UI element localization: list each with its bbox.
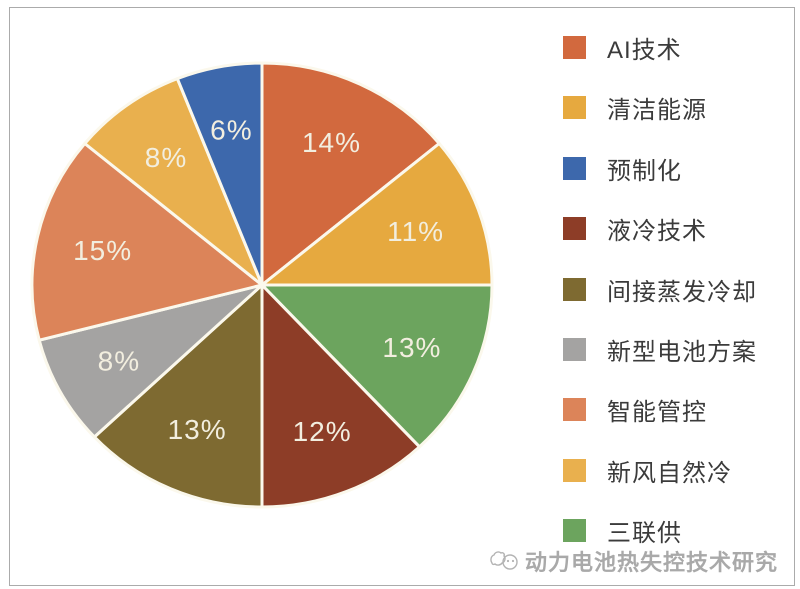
legend-label: 智能管控 (607, 399, 707, 427)
pie-data-label: 13% (168, 414, 227, 445)
legend-swatch (563, 398, 586, 422)
legend-label: 新型电池方案 (607, 338, 757, 366)
legend-swatch (563, 337, 586, 361)
legend-label: 液冷技术 (607, 218, 707, 246)
legend-item: 新型电池方案 (563, 332, 778, 367)
legend-label: 新风自然冷 (607, 459, 732, 487)
pie-data-label: 8% (98, 345, 140, 376)
legend-item: 智能管控 (563, 392, 778, 427)
legend-swatch (563, 277, 586, 301)
legend-item: AI技术 (563, 30, 778, 65)
pie-slice (37, 283, 264, 439)
pie-chart: 14% 11% 13% 12% 13% 8% 15% 8% 6% (30, 61, 494, 509)
legend-label: AI技术 (607, 37, 682, 64)
pie-slice (260, 61, 441, 287)
pie-slice (83, 77, 264, 287)
pie-data-label: 11% (387, 216, 444, 247)
pie-slice (260, 283, 494, 449)
legend-item: 间接蒸发冷却 (563, 272, 778, 307)
pie-slice (175, 61, 264, 287)
pie-data-label: 8% (145, 142, 187, 173)
pie-data-label: 15% (73, 235, 132, 266)
legend-swatch (563, 156, 586, 180)
pie-data-label: 6% (210, 115, 252, 146)
pie-slice (92, 283, 264, 509)
pie-data-label: 14% (302, 127, 361, 158)
legend-label: 间接蒸发冷却 (607, 278, 757, 306)
legend-item: 清洁能源 (563, 90, 778, 125)
legend-swatch (563, 519, 586, 542)
legend-item: 液冷技术 (563, 211, 778, 246)
legend-label: 清洁能源 (607, 97, 707, 125)
legend-swatch (563, 217, 586, 241)
pie-data-label: 12% (293, 416, 352, 447)
legend-item: 新风自然冷 (563, 453, 778, 488)
legend-item: 预制化 (563, 151, 778, 186)
pie-slice (260, 141, 494, 287)
legend-item: 三联供 (563, 513, 778, 548)
pie-slice (30, 141, 264, 342)
chart-legend: AI技术清洁能源预制化液冷技术间接蒸发冷却 新型电池方案 智能管控新风自然冷三联供 (563, 30, 778, 548)
legend-swatch (563, 96, 586, 120)
legend-label: 三联供 (607, 520, 682, 547)
legend-swatch (563, 458, 586, 482)
pie-slice (260, 283, 421, 509)
legend-label: 预制化 (607, 157, 682, 185)
pie-svg: 14% 11% 13% 12% 13% 8% 15% 8% 6% (30, 61, 494, 509)
pie-data-label: 13% (382, 332, 441, 363)
legend-swatch (563, 36, 586, 59)
